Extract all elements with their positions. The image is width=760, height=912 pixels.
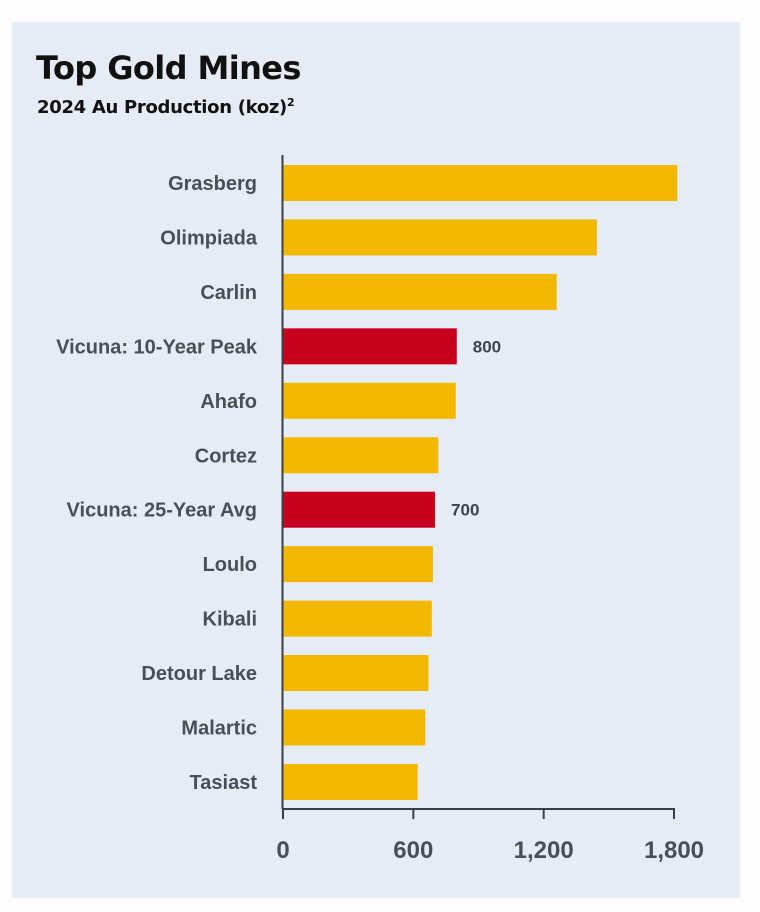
- data-label: 800: [473, 337, 501, 356]
- bar-ahafo: [283, 382, 456, 419]
- category-label: Grasberg: [168, 173, 257, 195]
- bars-group: [283, 165, 678, 800]
- category-label: Carlin: [200, 282, 257, 304]
- bar-cortez: [283, 437, 439, 474]
- category-label: Vicuna: 10-Year Peak: [56, 336, 258, 358]
- category-labels-group: Grasberg Olimpiada Carlin Vicuna: 10-Year P…: [56, 173, 258, 794]
- subtitle-footnote: 2: [287, 96, 295, 109]
- bar-malartic: [283, 709, 426, 746]
- bar-vicuna-10-year-peak: [283, 328, 457, 365]
- category-label: Olimpiada: [160, 227, 258, 249]
- category-label: Cortez: [195, 445, 257, 467]
- x-tick-label: 0: [276, 837, 289, 864]
- data-labels-group: 800 700: [451, 337, 501, 519]
- bar-detour-lake: [283, 655, 429, 692]
- x-tick-label: 1,800: [644, 837, 704, 864]
- bar-tasiast: [283, 763, 418, 800]
- bar-olimpiada: [283, 219, 597, 256]
- category-label: Vicuna: 25-Year Avg: [67, 500, 257, 522]
- axes-group: 0 600 1,200 1,800: [276, 155, 704, 864]
- bar-loulo: [283, 546, 433, 583]
- chart-subtitle: 2024 Au Production (koz)2: [37, 92, 295, 119]
- category-label: Kibali: [203, 609, 257, 631]
- x-tick-label: 600: [393, 837, 433, 864]
- bar-grasberg: [283, 165, 678, 201]
- x-tick-label: 1,200: [514, 837, 574, 864]
- bar-kibali: [283, 600, 432, 637]
- bar-vicuna-25-year-avg: [283, 491, 436, 528]
- category-label: Detour Lake: [141, 663, 257, 685]
- bar-carlin: [283, 273, 557, 310]
- chart-title: Top Gold Mines: [36, 49, 301, 87]
- data-label: 700: [451, 501, 479, 520]
- category-label: Malartic: [181, 718, 257, 740]
- category-label: Ahafo: [200, 391, 257, 413]
- category-label: Loulo: [203, 554, 257, 576]
- subtitle-text: 2024 Au Production (koz): [37, 97, 287, 118]
- category-label: Tasiast: [190, 772, 258, 794]
